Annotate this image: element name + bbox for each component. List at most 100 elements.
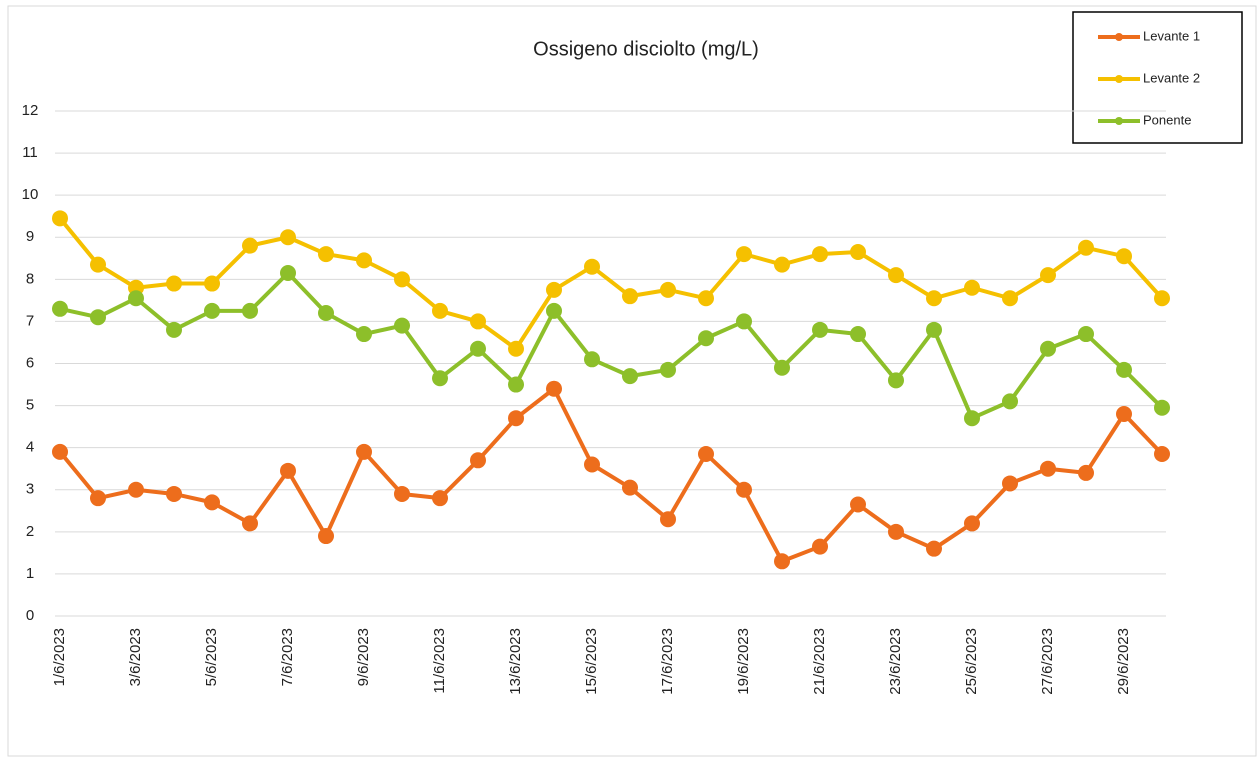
y-tick-label: 1 <box>26 565 34 582</box>
data-point <box>850 496 866 513</box>
data-point <box>432 370 448 387</box>
data-point <box>242 515 258 532</box>
data-point <box>356 443 372 460</box>
data-point <box>204 275 220 292</box>
y-tick-label: 5 <box>26 397 34 414</box>
x-tick-label: 3/6/2023 <box>127 628 144 686</box>
x-tick-label: 29/6/2023 <box>1115 628 1132 695</box>
data-point <box>242 302 258 319</box>
data-point <box>888 267 904 284</box>
data-point <box>584 258 600 275</box>
data-point <box>166 275 182 292</box>
data-point <box>698 290 714 307</box>
legend-label: Levante 2 <box>1143 70 1200 85</box>
data-point <box>356 252 372 269</box>
data-point <box>812 321 828 338</box>
data-point <box>622 368 638 385</box>
x-tick-label: 27/6/2023 <box>1039 628 1056 695</box>
data-point <box>622 479 638 496</box>
data-point <box>1040 340 1056 357</box>
data-point <box>432 302 448 319</box>
data-point <box>774 256 790 273</box>
data-point <box>508 340 524 357</box>
x-tick-label: 1/6/2023 <box>51 628 68 686</box>
data-point <box>52 300 68 317</box>
data-point <box>736 481 752 498</box>
data-point <box>90 309 106 326</box>
data-point <box>774 359 790 376</box>
data-point <box>660 511 676 528</box>
data-point <box>318 246 334 263</box>
data-point <box>698 330 714 347</box>
x-tick-label: 25/6/2023 <box>963 628 980 695</box>
data-point <box>1154 445 1170 462</box>
data-point <box>584 456 600 473</box>
data-point <box>660 361 676 378</box>
data-point <box>470 452 486 469</box>
data-point <box>318 305 334 321</box>
data-point <box>698 445 714 462</box>
data-point <box>52 443 68 460</box>
data-point <box>280 229 296 246</box>
data-point <box>926 290 942 307</box>
data-point <box>128 481 144 498</box>
data-point <box>888 372 904 389</box>
data-point <box>90 256 106 273</box>
data-point <box>1002 475 1018 492</box>
legend-label: Ponente <box>1143 112 1191 127</box>
data-point <box>280 462 296 479</box>
data-point <box>470 340 486 357</box>
data-point <box>546 380 562 397</box>
data-point <box>280 265 296 282</box>
x-tick-label: 11/6/2023 <box>431 628 448 694</box>
x-tick-label: 23/6/2023 <box>887 628 904 695</box>
data-point <box>432 490 448 507</box>
data-point <box>318 528 334 545</box>
data-point <box>166 485 182 502</box>
data-point <box>1040 460 1056 477</box>
y-tick-label: 12 <box>22 102 39 119</box>
y-tick-label: 9 <box>26 228 34 245</box>
data-point <box>508 376 524 393</box>
data-point <box>356 326 372 343</box>
data-point <box>1154 399 1170 416</box>
x-tick-label: 5/6/2023 <box>203 628 220 686</box>
legend-marker <box>1115 75 1123 83</box>
data-point <box>736 313 752 330</box>
data-point <box>1078 464 1094 481</box>
data-point <box>204 494 220 511</box>
data-point <box>926 321 942 338</box>
data-point <box>1002 393 1018 410</box>
y-tick-label: 11 <box>22 144 38 161</box>
data-point <box>964 279 980 296</box>
data-point <box>394 271 410 288</box>
data-point <box>1116 406 1132 422</box>
data-point <box>736 246 752 263</box>
data-point <box>394 317 410 334</box>
x-tick-label: 15/6/2023 <box>583 628 600 695</box>
data-point <box>622 288 638 305</box>
y-tick-label: 6 <box>26 354 34 371</box>
data-point <box>812 246 828 263</box>
legend-marker <box>1115 117 1123 125</box>
x-tick-label: 19/6/2023 <box>735 628 752 695</box>
data-point <box>90 490 106 507</box>
data-point <box>1116 361 1132 378</box>
data-point <box>546 302 562 319</box>
data-point <box>812 538 828 555</box>
data-point <box>394 485 410 502</box>
data-point <box>774 553 790 570</box>
legend-marker <box>1115 33 1123 41</box>
data-point <box>660 281 676 298</box>
data-point <box>52 210 68 227</box>
data-point <box>508 410 524 427</box>
y-tick-label: 2 <box>26 523 34 540</box>
legend-label: Levante 1 <box>1143 28 1200 43</box>
data-point <box>1154 290 1170 307</box>
y-tick-label: 0 <box>26 607 34 624</box>
y-tick-label: 7 <box>26 312 34 329</box>
x-tick-label: 13/6/2023 <box>507 628 524 695</box>
data-point <box>850 243 866 260</box>
data-point <box>850 326 866 343</box>
